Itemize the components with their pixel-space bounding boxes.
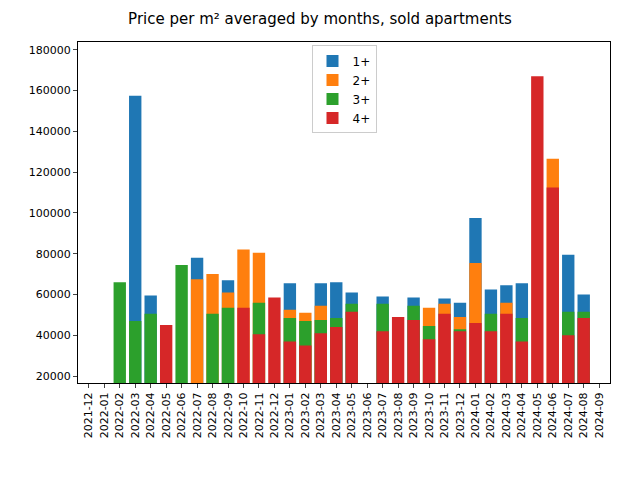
- svg-text:2023-10: 2023-10: [423, 392, 436, 438]
- svg-text:2023-04: 2023-04: [330, 392, 343, 438]
- svg-text:2023-11: 2023-11: [438, 392, 451, 438]
- svg-text:2024-04: 2024-04: [515, 392, 528, 438]
- svg-text:2024-01: 2024-01: [469, 392, 482, 438]
- svg-text:2022-07: 2022-07: [191, 392, 204, 438]
- svg-text:2024-06: 2024-06: [546, 392, 559, 438]
- svg-text:2023-01: 2023-01: [283, 392, 296, 438]
- svg-text:2021-12: 2021-12: [82, 392, 95, 438]
- svg-text:2022-01: 2022-01: [98, 392, 111, 438]
- svg-text:2022-12: 2022-12: [268, 392, 281, 438]
- svg-text:2024-08: 2024-08: [577, 392, 590, 438]
- svg-text:2022-08: 2022-08: [206, 392, 219, 438]
- svg-text:2022-03: 2022-03: [129, 392, 142, 438]
- svg-text:2023-03: 2023-03: [314, 392, 327, 438]
- svg-text:2024-07: 2024-07: [562, 392, 575, 438]
- svg-text:100000: 100000: [29, 207, 71, 220]
- svg-text:2023-06: 2023-06: [361, 392, 374, 438]
- svg-text:2022-10: 2022-10: [237, 392, 250, 438]
- svg-text:40000: 40000: [36, 329, 71, 342]
- svg-text:2024-02: 2024-02: [484, 392, 497, 438]
- svg-text:2023-07: 2023-07: [376, 392, 389, 438]
- svg-text:20000: 20000: [36, 370, 71, 383]
- svg-text:2023-08: 2023-08: [392, 392, 405, 438]
- svg-text:2022-04: 2022-04: [144, 392, 157, 438]
- svg-text:2+: 2+: [353, 74, 371, 88]
- svg-text:2024-03: 2024-03: [500, 392, 513, 438]
- svg-text:80000: 80000: [36, 248, 71, 261]
- svg-text:2022-06: 2022-06: [175, 392, 188, 438]
- svg-text:1+: 1+: [353, 55, 371, 69]
- svg-text:2023-09: 2023-09: [407, 392, 420, 438]
- svg-text:2023-12: 2023-12: [454, 392, 467, 438]
- svg-text:Price per m² averaged by month: Price per m² averaged by months, sold ap…: [128, 10, 512, 28]
- svg-text:2023-05: 2023-05: [345, 392, 358, 438]
- svg-text:120000: 120000: [29, 166, 71, 179]
- svg-text:60000: 60000: [36, 288, 71, 301]
- svg-text:2024-09: 2024-09: [593, 392, 606, 438]
- svg-text:4+: 4+: [353, 112, 371, 126]
- svg-text:2023-02: 2023-02: [299, 392, 312, 438]
- svg-text:160000: 160000: [29, 84, 71, 97]
- svg-text:140000: 140000: [29, 125, 71, 138]
- svg-text:180000: 180000: [29, 44, 71, 57]
- svg-text:3+: 3+: [353, 93, 371, 107]
- svg-text:2024-05: 2024-05: [531, 392, 544, 438]
- svg-text:2022-09: 2022-09: [222, 392, 235, 438]
- svg-text:2022-11: 2022-11: [253, 392, 266, 438]
- svg-text:2022-05: 2022-05: [160, 392, 173, 438]
- svg-text:2022-02: 2022-02: [113, 392, 126, 438]
